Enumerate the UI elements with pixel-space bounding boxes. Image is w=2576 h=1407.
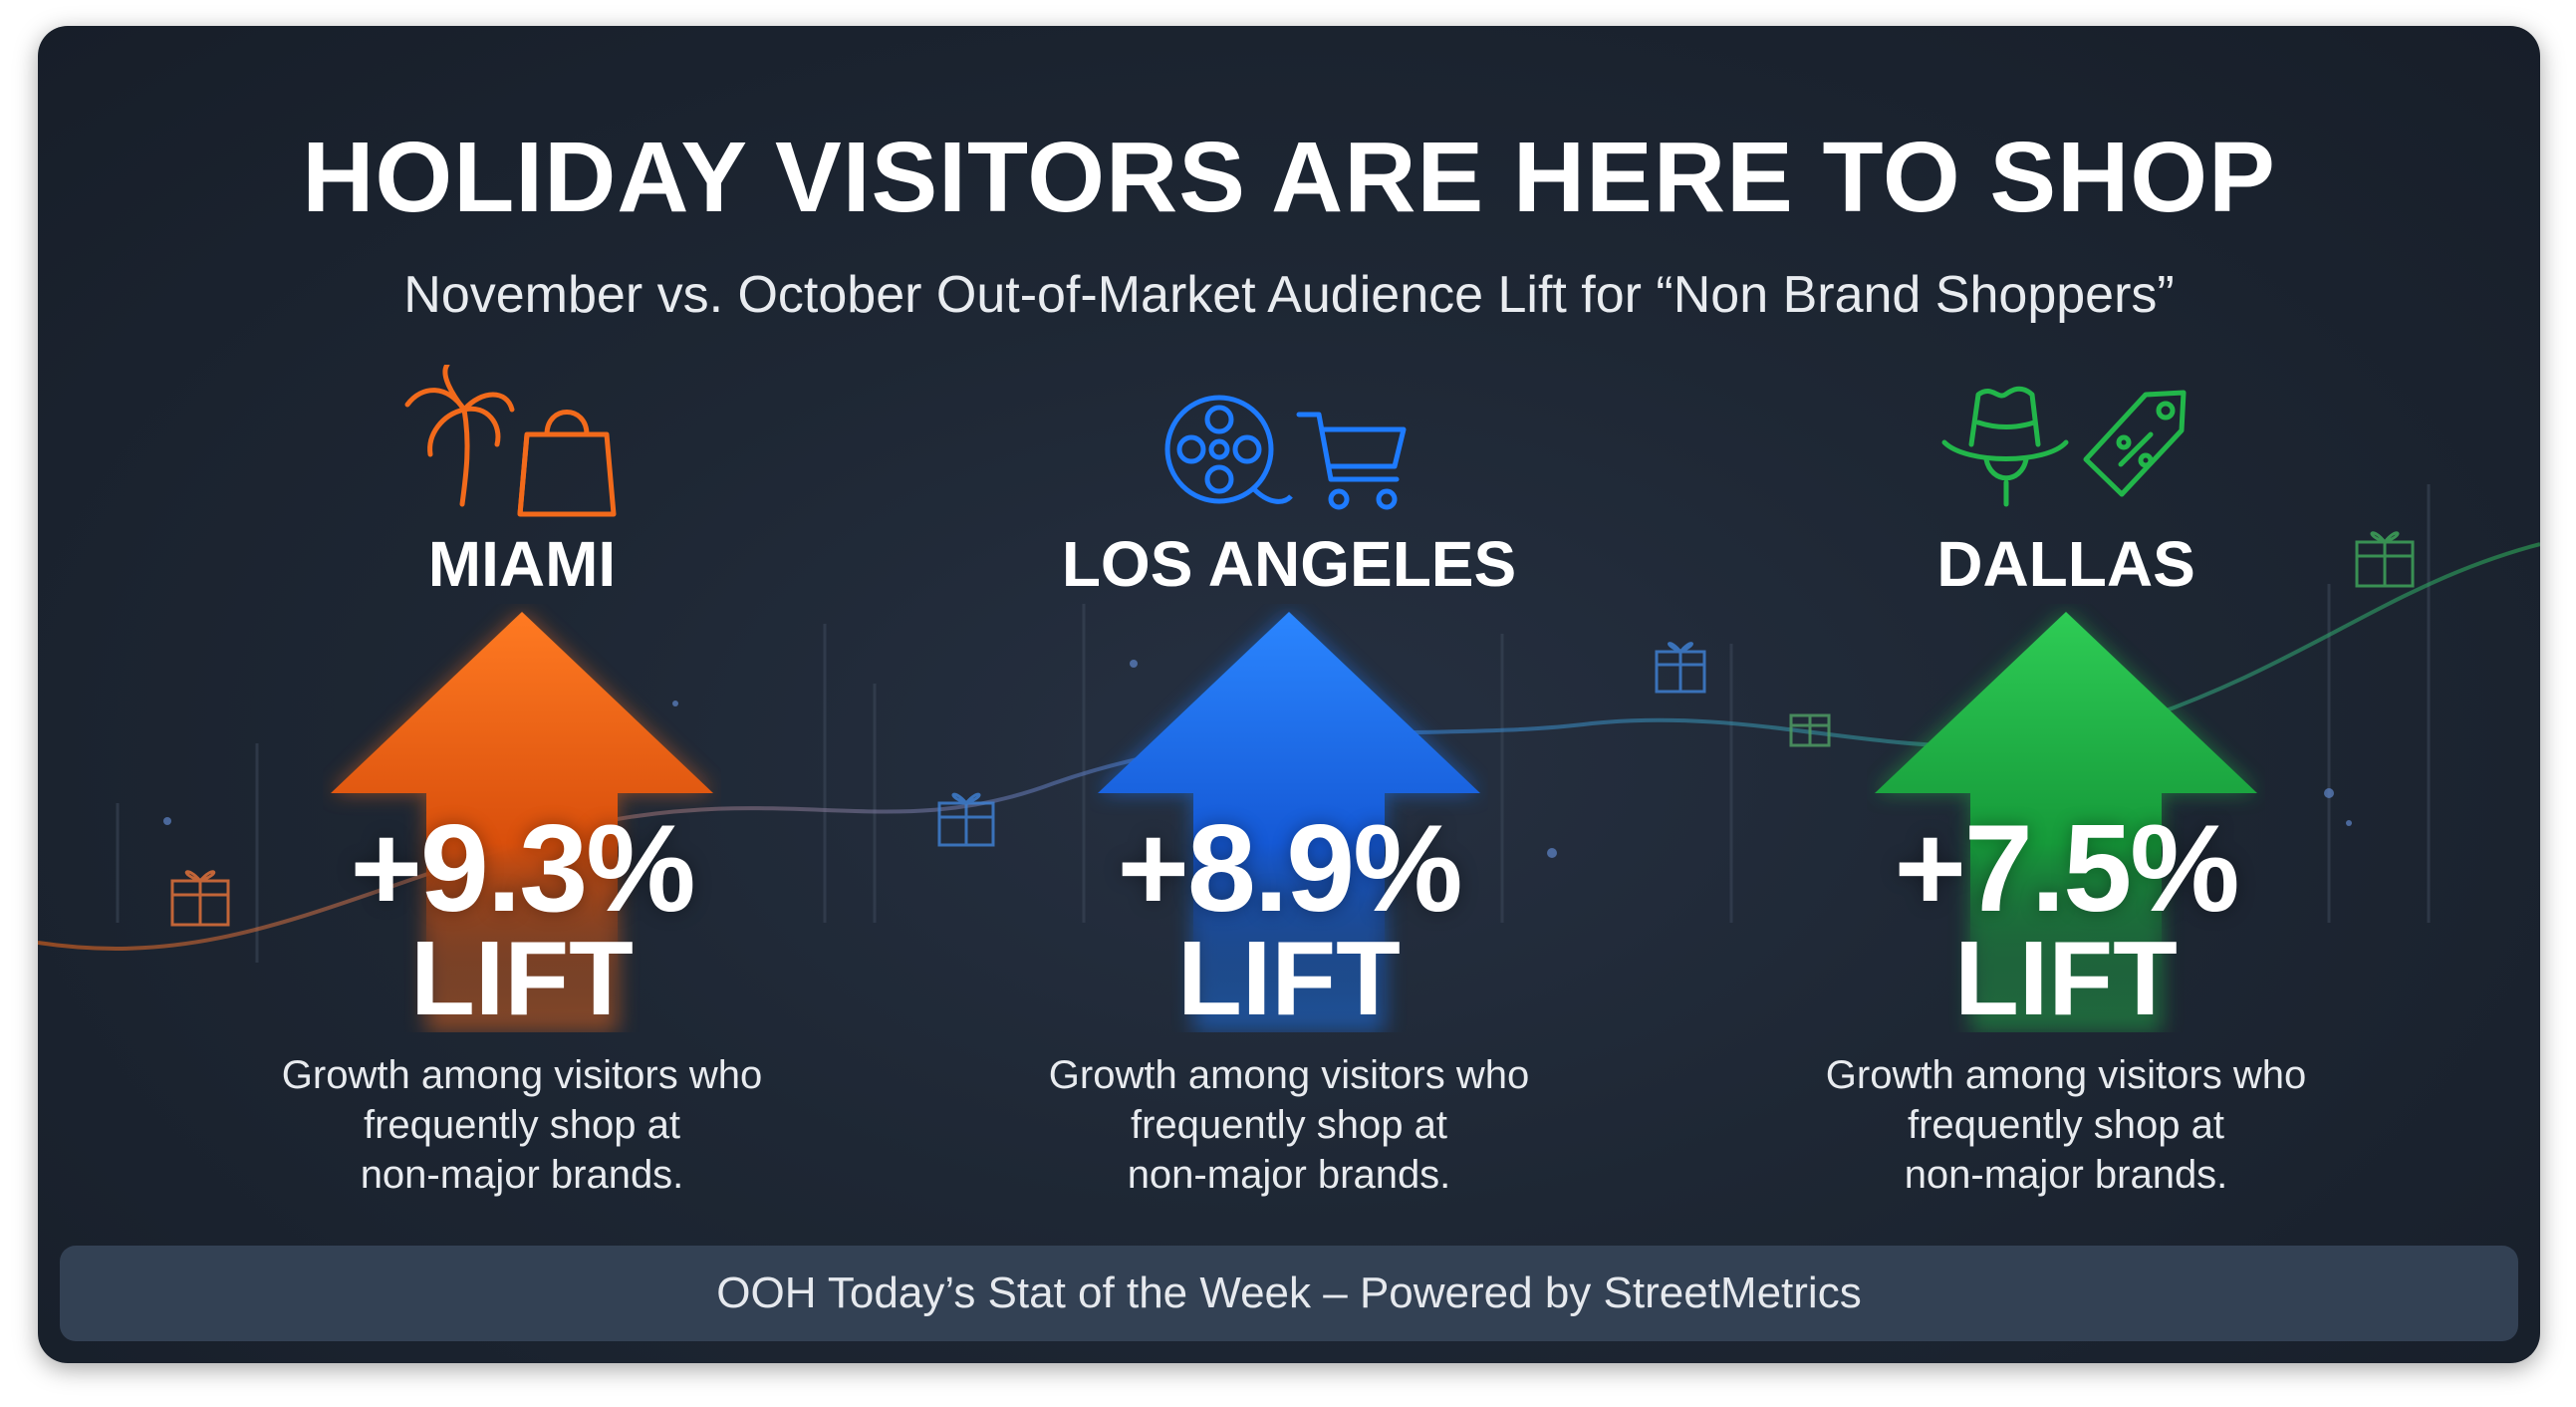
footer-text: OOH Today’s Stat of the Week – Powered b…: [716, 1268, 1862, 1317]
lift-arrow: [1098, 612, 1480, 1032]
sparkles: [163, 660, 2352, 858]
infographic-card: HOLIDAY VISITORS ARE HERE TO SHOP Novemb…: [38, 26, 2540, 1363]
lift-label: LIFT: [410, 920, 634, 1037]
miami-icons: [404, 365, 617, 517]
gift-icon: [1789, 713, 1831, 747]
description-line: Growth among visitors who: [1048, 1053, 1530, 1097]
shopping-cart-icon: [1296, 412, 1407, 510]
film-reel-icon: [1164, 395, 1293, 504]
description-line: Growth among visitors who: [1825, 1053, 2307, 1097]
page-subtitle: November vs. October Out-of-Market Audie…: [403, 266, 2175, 324]
los-angeles-icons: [1164, 395, 1407, 510]
description-line: Growth among visitors who: [281, 1053, 763, 1097]
shopping-bag-icon: [517, 410, 617, 517]
lift-label: LIFT: [1177, 920, 1401, 1037]
city-description: Growth among visitors who frequently sho…: [901, 1050, 1677, 1200]
footer-banner: OOH Today’s Stat of the Week – Powered b…: [60, 1246, 2518, 1341]
lift-arrow: [1875, 612, 2257, 1032]
lift-arrow: [331, 612, 713, 1032]
description-line: non-major brands.: [360, 1153, 684, 1197]
gift-icon: [170, 870, 230, 927]
price-tag-icon: [2083, 390, 2187, 497]
city-description: Growth among visitors who frequently sho…: [1677, 1050, 2454, 1200]
dallas-icons: [1941, 386, 2187, 507]
lift-percentage: +9.3%: [350, 800, 695, 938]
description-line: frequently shop at: [1131, 1103, 1447, 1147]
cowboy-hat-icon: [1941, 386, 2069, 507]
description-line: non-major brands.: [1904, 1153, 2228, 1197]
gift-icon: [937, 792, 995, 847]
background-bars: [116, 484, 2431, 963]
city-name: MIAMI: [427, 528, 617, 600]
lift-label: LIFT: [1954, 920, 2178, 1037]
description-line: frequently shop at: [364, 1103, 680, 1147]
palm-tree-icon: [404, 365, 515, 507]
gift-icon: [2355, 531, 2415, 588]
page-title: HOLIDAY VISITORS ARE HERE TO SHOP: [302, 122, 2276, 233]
description-line: frequently shop at: [1908, 1103, 2224, 1147]
city-name: LOS ANGELES: [1061, 528, 1517, 600]
city-name: DALLAS: [1936, 528, 2195, 600]
gift-icon: [1655, 642, 1706, 694]
lift-percentage: +7.5%: [1894, 800, 2239, 938]
city-description: Growth among visitors who frequently sho…: [133, 1050, 910, 1200]
lift-percentage: +8.9%: [1117, 800, 1462, 938]
description-line: non-major brands.: [1127, 1153, 1451, 1197]
